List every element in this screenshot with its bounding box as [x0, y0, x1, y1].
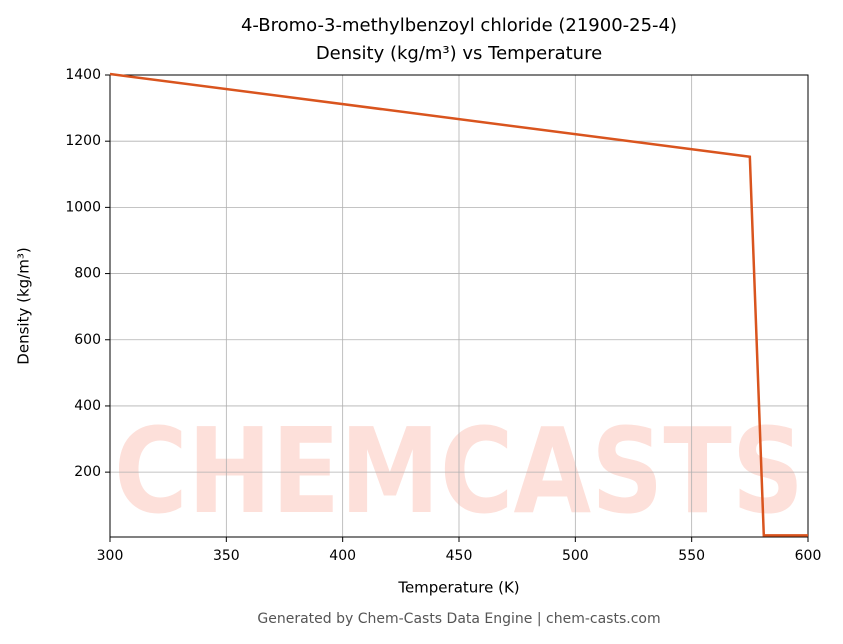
y-tick-label: 800: [74, 266, 101, 282]
y-axis-label: Density (kg/m³): [15, 247, 33, 364]
y-tick-label: 200: [74, 464, 101, 480]
y-tick-label: 1400: [65, 67, 101, 83]
x-tick-label: 450: [446, 548, 473, 564]
data-line: [109, 72, 808, 537]
y-tick-label: 400: [74, 398, 101, 414]
footer: Generated by Chem-Casts Data Engine | ch…: [257, 611, 660, 627]
x-tick-label: 400: [329, 548, 356, 564]
x-tick-label: 500: [562, 548, 589, 564]
x-axis-label: Temperature (K): [397, 579, 519, 597]
plot-frame: [109, 74, 809, 538]
chart-subtitle: Density (kg/m³) vs Temperature: [316, 43, 602, 64]
x-tick-label: 600: [795, 548, 822, 564]
x-tick-label: 350: [213, 548, 240, 564]
x-tick-label: 550: [678, 548, 705, 564]
y-tick-label: 1200: [65, 133, 101, 149]
chart-title: 4-Bromo-3-methylbenzoyl chloride (21900-…: [241, 15, 677, 36]
y-tick-label: 600: [74, 332, 101, 348]
x-tick-label: 300: [97, 548, 124, 564]
y-tick-label: 1000: [65, 199, 101, 215]
